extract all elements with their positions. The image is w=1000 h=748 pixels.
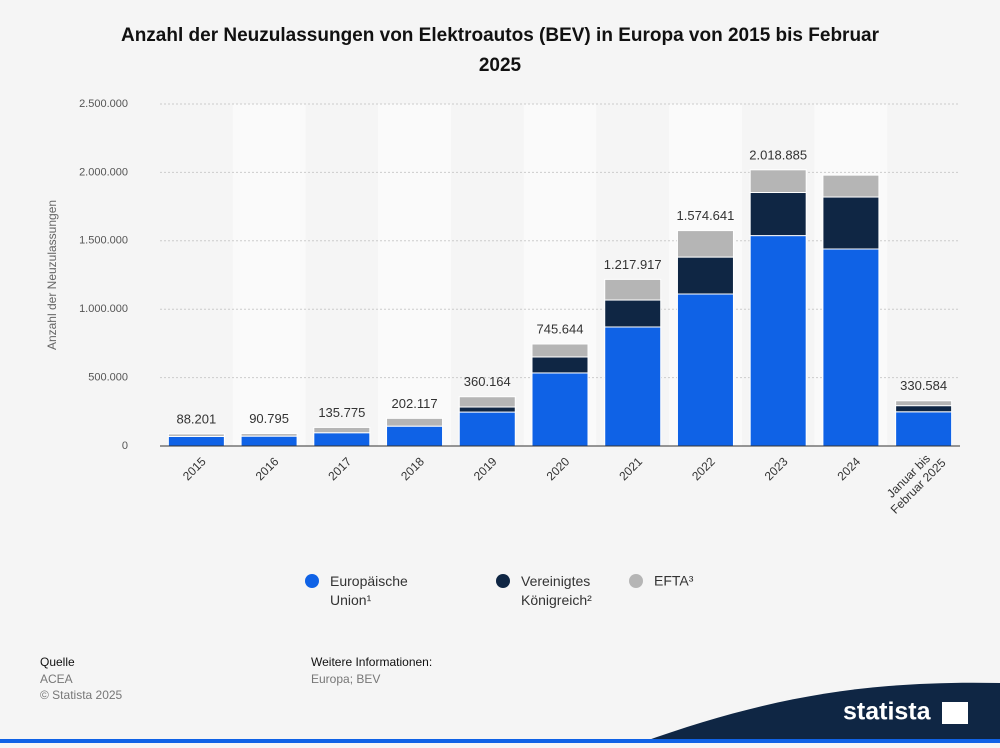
bar-segment <box>167 435 225 447</box>
info: Europa; BEV <box>311 672 380 686</box>
footer-wave <box>640 682 1000 743</box>
total-label: 202.117 <box>392 396 438 411</box>
total-label: 330.584 <box>900 378 947 393</box>
bar-segment <box>749 235 807 447</box>
x-tick-label: 2022 <box>689 454 718 483</box>
total-label: 90.795 <box>249 411 289 426</box>
bar-segment <box>676 230 734 258</box>
bar-segment <box>240 433 298 437</box>
total-label: 745.644 <box>537 321 584 336</box>
total-label: 1.574.641 <box>677 208 735 223</box>
legend-label: Vereinigtes Königreich² <box>521 573 592 608</box>
legend-label: Europäische Union¹ <box>330 573 408 608</box>
y-tick-label: 500.000 <box>88 372 128 384</box>
y-tick-label: 2.000.000 <box>79 166 128 178</box>
legend-marker <box>496 574 510 588</box>
y-axis-label: Anzahl der Neuzulassungen <box>45 200 59 350</box>
x-tick-label: 2018 <box>398 454 427 483</box>
legend-label: EFTA³ <box>654 573 694 589</box>
bar-segment <box>604 278 662 301</box>
y-tick-label: 2.500.000 <box>79 98 128 110</box>
y-tick-label: 0 <box>122 440 128 452</box>
bar-segment <box>531 372 589 447</box>
bar-segment <box>386 417 444 427</box>
y-tick-label: 1.500.000 <box>79 235 128 247</box>
copyright: © Statista 2025 <box>40 688 123 702</box>
bar-segment <box>895 400 953 407</box>
bar-segment <box>458 406 516 413</box>
bar-segment <box>749 192 807 237</box>
bar-segment <box>822 196 880 250</box>
bar-segment <box>458 411 516 447</box>
bar-segment <box>895 405 953 413</box>
bar-segment <box>604 299 662 328</box>
bar-segment <box>676 293 734 447</box>
source: ACEA <box>40 672 73 686</box>
bar-segment <box>531 343 589 358</box>
logo: statista <box>843 698 932 726</box>
total-label: 2.018.885 <box>749 147 807 162</box>
legend-marker <box>629 574 643 588</box>
total-label: 360.164 <box>464 374 511 389</box>
x-tick-label: 2016 <box>253 454 282 483</box>
x-tick-label: Januar bisFebruar 2025 <box>878 446 949 517</box>
logo-icon <box>942 702 968 724</box>
bar-segment <box>822 174 880 198</box>
bar-segment <box>895 411 953 447</box>
bar-segment <box>822 248 880 447</box>
x-tick-label: 2017 <box>325 454 354 483</box>
bar-segment <box>604 326 662 447</box>
total-label: 135.775 <box>318 405 365 420</box>
total-label: 88.201 <box>176 411 216 426</box>
bar-segment <box>240 435 298 447</box>
bar-segment <box>676 256 734 295</box>
x-tick-label: 2024 <box>834 454 863 483</box>
x-tick-label: 2023 <box>762 454 791 483</box>
x-tick-label: 2019 <box>471 454 500 483</box>
source-heading: Quelle <box>40 655 75 669</box>
bar-segment <box>313 432 371 447</box>
legend-marker <box>305 574 319 588</box>
y-tick-label: 1.000.000 <box>79 303 128 315</box>
band-shade <box>378 104 451 446</box>
x-tick-label: 2021 <box>616 454 645 483</box>
band-shade <box>232 104 306 446</box>
bar-segment <box>749 169 807 194</box>
chart-title: Anzahl der Neuzulassungen von Elektroaut… <box>121 25 880 76</box>
total-label: 1.217.917 <box>604 257 662 272</box>
bar-segment <box>386 425 444 447</box>
footer-line <box>0 739 1000 743</box>
info-heading: Weitere Informationen: <box>311 655 432 669</box>
bar-segment <box>458 396 516 408</box>
x-tick-label: 2020 <box>544 454 573 483</box>
bar-segment <box>313 426 371 434</box>
bar-segment <box>531 356 589 374</box>
bar-segment <box>167 433 225 437</box>
x-tick-label: 2015 <box>180 454 209 483</box>
